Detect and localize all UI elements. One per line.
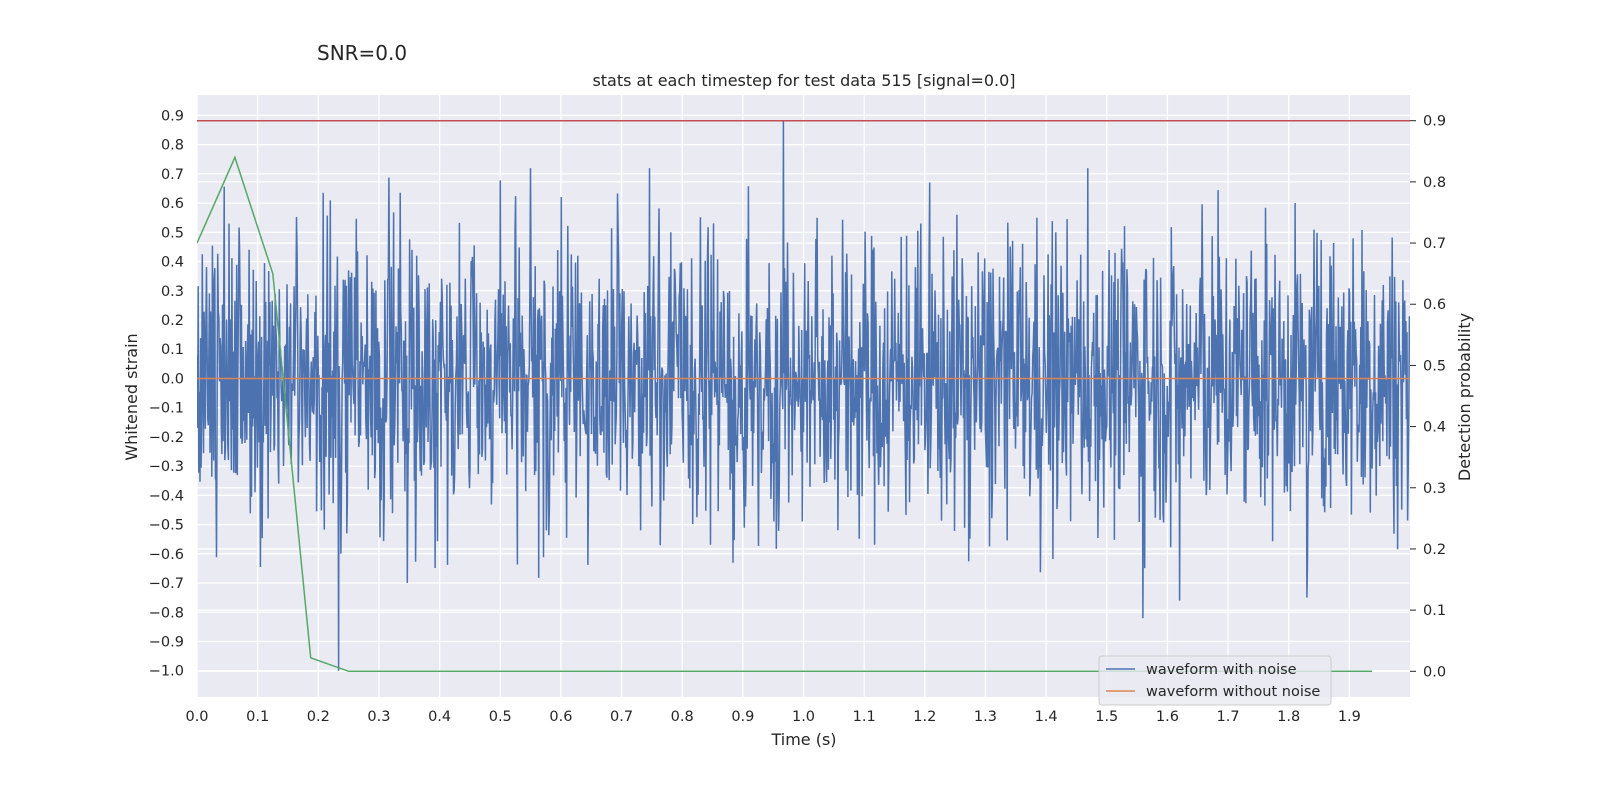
x-tick-label: 0.8	[671, 709, 694, 725]
x-tick-label: 1.3	[974, 709, 997, 725]
y-tick-label: 0.6	[161, 196, 184, 212]
y2-tick-label: 0.4	[1423, 420, 1446, 436]
y2-tick-label: 0.1	[1423, 603, 1446, 619]
y-tick-label: 0.9	[161, 108, 184, 124]
x-tick-label: 0.2	[307, 709, 330, 725]
y-tick-label: 0.1	[161, 342, 184, 358]
y-axis-label: Whitened strain	[122, 333, 141, 460]
x-tick-label: 1.0	[792, 709, 815, 725]
y-tick-label: −0.9	[149, 634, 184, 650]
figure-suptitle: SNR=0.0	[317, 41, 408, 65]
legend: waveform with noise waveform without noi…	[1098, 655, 1332, 706]
x-tick-label: 0.6	[549, 709, 572, 725]
x-tick-label: 1.8	[1277, 709, 1300, 725]
x-tick-label: 0.4	[428, 709, 451, 725]
y-tick-label: −0.1	[149, 401, 184, 417]
y2-axis-label: Detection probability	[1455, 313, 1474, 481]
y2-tick-label: 0.7	[1423, 236, 1446, 252]
x-tick-label: 0.3	[367, 709, 390, 725]
x-tick-label: 1.9	[1338, 709, 1361, 725]
x-tick-label: 1.2	[913, 709, 936, 725]
legend-label-noisy: waveform with noise	[1146, 662, 1297, 678]
y-tick-label: 0.4	[161, 255, 184, 271]
y2-tick-label: 0.0	[1423, 664, 1446, 680]
y2-tick-label: 0.2	[1423, 542, 1446, 558]
x-axis-label: Time (s)	[770, 730, 836, 749]
y-tick-label: 0.0	[161, 371, 184, 387]
y2-tick-label: 0.8	[1423, 175, 1446, 191]
y2-tick-label: 0.9	[1423, 114, 1446, 130]
y-tick-label: −0.5	[149, 518, 184, 534]
y-tick-label: −0.3	[149, 459, 184, 475]
y-tick-label: −0.7	[149, 576, 184, 592]
x-tick-labels: 0.0 0.1 0.2 0.3 0.4 0.5 0.6 0.7 0.8 0.9 1.0 1.1 1.2 1…	[185, 709, 1360, 725]
y-tick-label: 0.2	[161, 313, 184, 329]
y-tick-label: 0.3	[161, 284, 184, 300]
x-tick-label: 1.4	[1035, 709, 1058, 725]
x-tick-label: 0.0	[185, 709, 208, 725]
legend-box	[1098, 655, 1332, 706]
x-tick-label: 1.1	[853, 709, 876, 725]
x-tick-label: 0.5	[489, 709, 512, 725]
chart-title: stats at each timestep for test data 515…	[592, 71, 1015, 90]
y-tick-label: −0.6	[149, 547, 184, 563]
y-tick-label: 0.5	[161, 225, 184, 241]
x-tick-label: 0.9	[731, 709, 754, 725]
y-tick-label: −0.4	[149, 488, 184, 504]
y2-tick-label: 0.3	[1423, 481, 1446, 497]
x-tick-label: 0.7	[610, 709, 633, 725]
y-tick-label: −0.8	[149, 605, 184, 621]
y-tick-labels: 0.9 0.8 0.7 0.6 0.5 0.4 0.3 0.2 0.1 0.0 −0.1 −0.2 −0…	[149, 108, 184, 679]
y2-tick-labels: 0.9 0.8 0.7 0.6 0.5 0.4 0.3 0.2 0.1 0.0	[1410, 114, 1446, 680]
y2-tick-label: 0.5	[1423, 358, 1446, 374]
series-waveform-with-noise	[197, 121, 1410, 671]
y2-tick-label: 0.6	[1423, 297, 1446, 313]
y-tick-label: 0.7	[161, 167, 184, 183]
y-tick-label: 0.8	[161, 138, 184, 154]
y-tick-label: −0.2	[149, 430, 184, 446]
x-tick-label: 0.1	[246, 709, 269, 725]
legend-label-clean: waveform without noise	[1146, 684, 1320, 700]
y-tick-label: −1.0	[149, 664, 184, 680]
x-tick-label: 1.6	[1156, 709, 1179, 725]
x-tick-label: 1.7	[1217, 709, 1240, 725]
x-tick-label: 1.5	[1095, 709, 1118, 725]
